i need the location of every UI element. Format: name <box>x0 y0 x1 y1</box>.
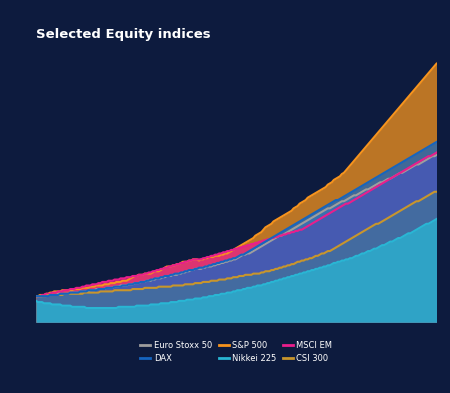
Text: Selected Equity indices: Selected Equity indices <box>36 28 211 40</box>
Legend: Euro Stoxx 50, DAX, S&P 500, Nikkei 225, MSCI EM, CSI 300: Euro Stoxx 50, DAX, S&P 500, Nikkei 225,… <box>137 338 336 366</box>
